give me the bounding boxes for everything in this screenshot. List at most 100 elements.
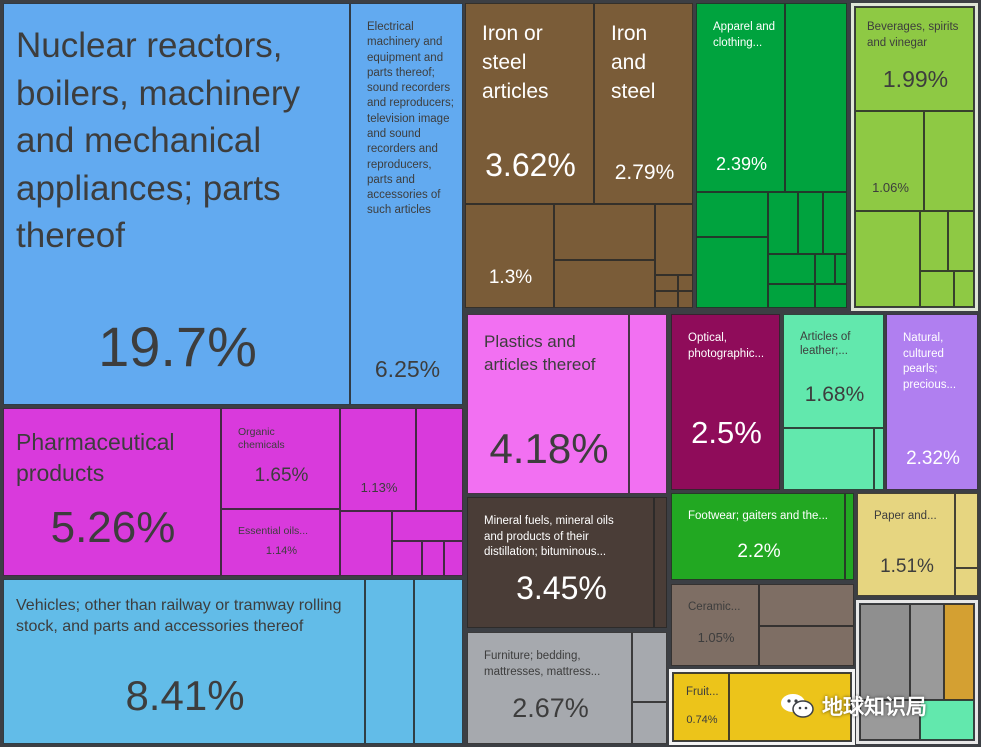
wechat-icon [780,692,814,720]
tile-value: 1.05% [697,630,735,645]
tile-stone-minor[interactable] [759,584,854,626]
tile-iron-and-steel[interactable]: Iron and steel 2.79% [594,3,693,204]
tile-textile-minor[interactable] [785,3,847,192]
tile-textile-minor[interactable] [823,192,847,254]
watermark: 地球知识局 [780,686,980,726]
tile-nuclear-reactors[interactable]: Nuclear reactors, boilers, machinery and… [3,3,350,405]
tile-chem-minor[interactable] [340,511,392,576]
tile-label: Optical, photographic... [688,332,765,360]
tile-value: 1.06% [872,180,909,195]
tile-chem-minor[interactable] [422,541,444,576]
tile-fruit[interactable]: Fruit... 0.74% [673,673,729,741]
tile-vehicles[interactable]: Vehicles; other than railway or tramway … [3,579,365,744]
watermark-text: 地球知识局 [822,695,927,719]
fruit-group-highlight [669,669,855,745]
tile-value: 8.41% [125,672,245,719]
tile-value: 2.5% [691,415,762,450]
tile-label: Electrical machinery and equipment and p… [367,21,454,217]
tile-chem-minor[interactable] [392,511,463,541]
tile-metal-minor[interactable] [678,291,693,308]
tile-metal-minor[interactable] [678,275,693,291]
tile-misc-minor[interactable] [632,632,667,702]
tile-furniture[interactable]: Furniture; bedding, mattresses, mattress… [467,632,632,744]
tile-paper-minor[interactable] [955,493,978,568]
tile-electrical-machinery[interactable]: Electrical machinery and equipment and p… [350,3,463,405]
tile-food-minor[interactable] [920,211,948,271]
tile-metal-minor[interactable] [554,260,655,308]
tile-value: 1.3% [488,267,533,288]
tile-label: Fruit... [686,686,719,698]
tile-value: 1.13% [360,480,398,495]
tile-food-minor[interactable] [948,211,974,271]
tile-plastics-minor[interactable] [629,314,667,494]
tile-value: 0.74% [686,714,718,726]
tile-hides-minor[interactable] [874,428,884,490]
tile-food-minor[interactable] [920,271,954,307]
tile-metal-1.3[interactable]: 1.3% [465,204,554,308]
tile-value: 2.67% [512,693,589,723]
tile-label: Mineral fuels, mineral oils and products… [484,515,614,559]
tile-misc-minor[interactable] [910,604,944,700]
tile-essential-oils[interactable]: Essential oils... 1.14% [221,509,340,576]
tile-textile-minor[interactable] [768,254,815,284]
tile-mineral-minor[interactable] [654,497,667,628]
tile-metal-minor[interactable] [655,291,678,308]
tile-misc-minor[interactable] [860,700,920,740]
tile-ceramic[interactable]: Ceramic... 1.05% [671,584,759,666]
tile-value: 2.39% [715,154,768,174]
tile-plastics[interactable]: Plastics and articles thereof 4.18% [467,314,629,494]
tile-label: Plastics and articles thereof [484,332,596,374]
tile-transport-minor[interactable] [365,579,414,744]
tile-label: Paper and... [874,510,937,522]
tile-value: 1.51% [880,556,934,577]
tile-pharmaceutical[interactable]: Pharmaceutical products 5.26% [3,408,221,576]
tile-mineral-fuels[interactable]: Mineral fuels, mineral oils and products… [467,497,654,628]
tile-hides-minor[interactable] [783,428,874,490]
tile-paper-minor[interactable] [955,568,978,596]
tile-apparel[interactable]: Apparel and clothing... 2.39% [696,3,785,192]
tile-textile-minor[interactable] [768,192,798,254]
tile-stone-minor[interactable] [759,626,854,666]
tile-metal-minor[interactable] [655,275,678,291]
tile-iron-steel-articles[interactable]: Iron or steel articles 3.62% [465,3,594,204]
tile-footwear[interactable]: Footwear; gaiters and the... 2.2% [671,493,845,580]
tile-paper[interactable]: Paper and... 1.51% [857,493,955,596]
tile-label: Articles of leather;... [800,331,851,357]
tile-misc-minor[interactable] [632,702,667,744]
tile-natural-pearls[interactable]: Natural, cultured pearls; precious... 2.… [886,314,978,490]
tile-misc-minor[interactable] [944,604,974,700]
tile-metal-minor[interactable] [554,204,655,260]
tile-textile-minor[interactable] [835,254,847,284]
tile-misc-minor[interactable] [860,604,910,700]
tile-label: Furniture; bedding, mattresses, mattress… [484,650,601,678]
tile-textile-minor[interactable] [798,192,823,254]
tile-optical-photographic[interactable]: Optical, photographic... 2.5% [671,314,780,490]
tile-value: 1.68% [804,383,865,406]
tile-misc-minor[interactable] [920,700,974,740]
tile-label: Beverages, spirits and vinegar [867,21,959,49]
tile-food-minor[interactable] [855,211,920,307]
tile-beverages[interactable]: Beverages, spirits and vinegar 1.99% [855,7,974,111]
tile-chem-minor[interactable] [444,541,463,576]
tile-value: 6.25% [374,356,441,382]
tile-textile-minor[interactable] [815,254,835,284]
tile-textile-minor[interactable] [696,237,768,308]
tile-label: Footwear; gaiters and the... [688,510,828,522]
tile-value: 3.45% [516,570,607,606]
tile-metal-minor[interactable] [655,204,693,275]
tile-food-minor[interactable] [924,111,974,211]
tile-food-1.06[interactable]: 1.06% [855,111,924,211]
tile-chem-minor[interactable] [416,408,463,511]
tile-textile-minor[interactable] [815,284,847,308]
tile-transport-minor[interactable] [414,579,463,744]
tile-textile-minor[interactable] [768,284,815,308]
tile-textile-minor[interactable] [696,192,768,237]
misc-group-highlight [856,600,978,744]
tile-food-minor[interactable] [954,271,974,307]
tile-footwear-minor[interactable] [845,493,854,580]
tile-chem-minor[interactable] [392,541,422,576]
tile-chem-1.13[interactable]: 1.13% [340,408,416,511]
tile-organic-chemicals[interactable]: Organic chemicals 1.65% [221,408,340,509]
tile-articles-of-leather[interactable]: Articles of leather;... 1.68% [783,314,884,428]
